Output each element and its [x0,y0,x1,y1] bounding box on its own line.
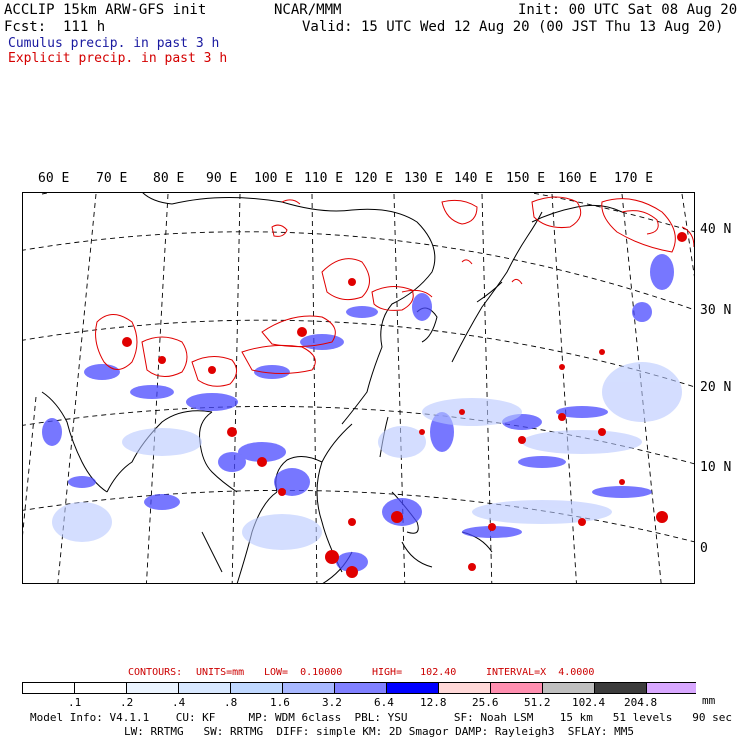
colorbar-label: 12.8 [420,696,447,709]
colorbar-label: 204.8 [624,696,658,709]
colorbar-label: .4 [172,696,186,709]
light-precip-areas [52,362,682,550]
colorbar-swatch [542,682,595,694]
data-center: NCAR/MMM [274,2,342,18]
lon-label: 160 E [558,171,598,186]
colorbar-swatch [334,682,387,694]
colorbar-label: 1.6 [270,696,290,709]
model-info-line2: LW: RRTMG SW: RRTMG DIFF: simple KM: 2D … [124,725,634,738]
colorbar-swatch [22,682,75,694]
colorbar-label: 51.2 [524,696,551,709]
contours-units: UNITS=mm [196,667,245,678]
legend-cumulus: Cumulus precip. in past 3 h [8,36,220,51]
lon-label: 90 E [206,171,238,186]
colorbar-label: .8 [224,696,238,709]
colorbar-swatch [74,682,127,694]
lon-label: 170 E [614,171,654,186]
valid-time: Valid: 15 UTC Wed 12 Aug 20 (00 JST Thu … [302,19,724,35]
colorbar-swatch [126,682,179,694]
colorbar-label: 25.6 [472,696,499,709]
lat-label: 30 N [700,303,732,318]
colorbar-label: .1 [68,696,82,709]
contours-interval: INTERVAL=X 4.0000 [486,667,595,678]
colorbar-label: 6.4 [374,696,394,709]
colorbar-swatch [282,682,335,694]
colorbar-swatch [178,682,231,694]
lon-label: 150 E [506,171,546,186]
contours-low: LOW= 0.10000 [264,667,343,678]
precipitation-map [22,192,695,584]
parallel-lines [22,192,695,543]
cumulus-precip-areas [42,254,674,572]
colorbar-swatch [230,682,283,694]
lat-label: 20 N [700,380,732,395]
map-frame [22,192,695,584]
colorbar-swatch [438,682,491,694]
explicit-precip-contours [95,196,695,387]
explicit-precip-cells [122,232,687,578]
lon-label: 100 E [254,171,294,186]
lon-label: 140 E [454,171,494,186]
lon-label: 80 E [153,171,185,186]
colorbar [22,682,696,694]
colorbar-label: .2 [120,696,134,709]
lon-label: 120 E [354,171,394,186]
contours-label: CONTOURS: [128,667,183,678]
legend-explicit: Explicit precip. in past 3 h [8,51,228,66]
colorbar-swatch [646,682,696,694]
contours-high: HIGH= 102.40 [372,667,457,678]
lat-label: 10 N [700,460,732,475]
forecast-hour: Fcst: 111 h [4,19,106,35]
meridian-lines [22,193,695,584]
lat-label: 0 [700,541,708,556]
lon-label: 110 E [304,171,344,186]
colorbar-swatch [594,682,647,694]
lon-label: 60 E [38,171,70,186]
model-info-line1: Model Info: V4.1.1 CU: KF MP: WDM 6class… [30,711,732,724]
colorbar-label: 3.2 [322,696,342,709]
lat-label: 40 N [700,222,732,237]
colorbar-swatch [490,682,543,694]
colorbar-swatch [386,682,439,694]
lon-label: 70 E [96,171,128,186]
colorbar-unit: mm [702,694,716,707]
lon-label: 130 E [404,171,444,186]
colorbar-label: 102.4 [572,696,606,709]
coastlines [41,192,623,584]
map-title: ACCLIP 15km ARW-GFS init [4,2,207,18]
init-time: Init: 00 UTC Sat 08 Aug 20 [518,2,738,18]
